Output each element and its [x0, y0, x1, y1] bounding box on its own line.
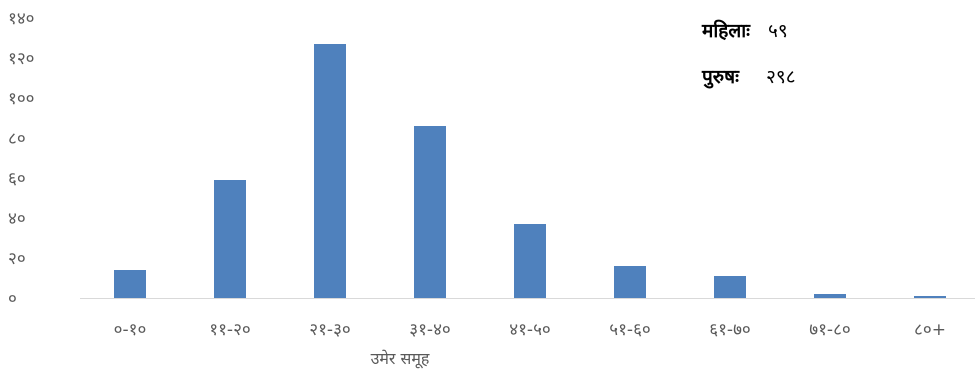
y-tick-label: ४० — [8, 209, 26, 229]
bars — [114, 44, 946, 298]
y-tick-label: ६० — [8, 169, 26, 189]
bar — [514, 224, 546, 298]
bar — [614, 266, 646, 298]
x-tick-label: ७१-८० — [809, 320, 851, 340]
x-tick-label: ११-२० — [209, 320, 251, 340]
x-axis-ticks: ०-१० ११-२० २१-३० ३१-४० ४१-५० ५१-६० ६१-७० ७१-८० ८… — [114, 320, 946, 340]
bar — [814, 294, 846, 298]
y-tick-label: २० — [8, 249, 26, 269]
y-tick-label: १२० — [8, 49, 35, 69]
x-tick-label: ०-१० — [114, 320, 147, 340]
bar — [414, 126, 446, 298]
bar — [214, 180, 246, 298]
bar — [314, 44, 346, 298]
y-axis-ticks: ० २० ४० ६० ८० १०० १२० १४० — [8, 9, 35, 309]
bar — [114, 270, 146, 298]
annotation-male: पुरुषः २९८ — [701, 66, 796, 89]
annotation-male-label: पुरुषः — [701, 66, 740, 89]
annotation-female-label: महिलाः — [701, 19, 751, 42]
x-tick-label: ८०+ — [914, 320, 946, 340]
y-tick-label: ० — [8, 289, 17, 309]
bar — [914, 296, 946, 298]
x-tick-label: ५१-६० — [609, 320, 651, 340]
y-tick-label: १४० — [8, 9, 35, 29]
y-tick-label: ८० — [8, 129, 26, 149]
x-tick-label: ४१-५० — [509, 320, 551, 340]
x-tick-label: २१-३० — [309, 320, 351, 340]
annotation-male-value: २९८ — [766, 66, 796, 88]
y-tick-label: १०० — [8, 89, 35, 109]
x-axis-title: उमेर समूह — [371, 349, 430, 369]
bar — [714, 276, 746, 298]
annotation-female-value: ५९ — [768, 20, 788, 42]
annotation-female: महिलाः ५९ — [701, 19, 788, 42]
x-tick-label: ६१-७० — [709, 320, 751, 340]
x-tick-label: ३१-४० — [409, 320, 451, 340]
